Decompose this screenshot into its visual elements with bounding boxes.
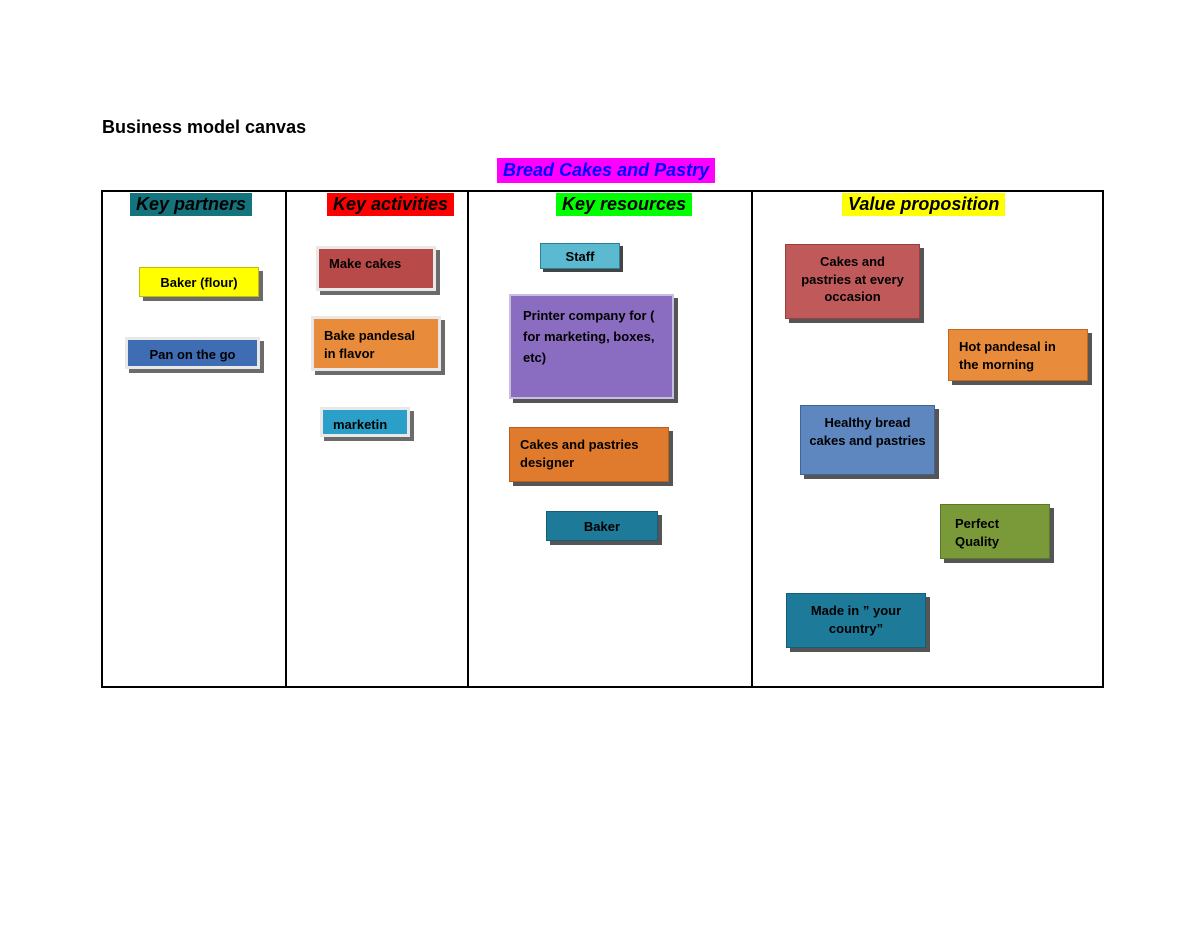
box-pan-on-the-go: Pan on the go [125, 337, 260, 369]
box-baker-flour: Baker (flour) [139, 267, 259, 297]
column-header-key-resources: Key resources [556, 193, 692, 216]
box-baker: Baker [546, 511, 658, 541]
box-made-in-country: Made in ” your country” [786, 593, 926, 648]
document-subtitle: Bread Cakes and Pastry [497, 158, 715, 183]
box-bake-pandesal: Bake pandesal in flavor [311, 316, 441, 371]
box-perfect-quality: Perfect Quality [940, 504, 1050, 559]
document-title: Business model canvas [102, 117, 306, 138]
box-staff: Staff [540, 243, 620, 269]
page: Business model canvas Bread Cakes and Pa… [0, 0, 1200, 927]
box-make-cakes: Make cakes [316, 246, 436, 291]
box-healthy-bread: Healthy bread cakes and pastries [800, 405, 935, 475]
box-marketin: marketin [320, 407, 410, 437]
column-header-key-activities: Key activities [327, 193, 454, 216]
box-cakes-designer: Cakes and pastries designer [509, 427, 669, 482]
box-printer-company: Printer company for ( for marketing, box… [509, 294, 674, 399]
box-cakes-every-occasion: Cakes and pastries at every occasion [785, 244, 920, 319]
column-separator [467, 192, 469, 686]
box-hot-pandesal: Hot pandesal in the morning [948, 329, 1088, 381]
column-separator [285, 192, 287, 686]
column-header-key-partners: Key partners [130, 193, 252, 216]
column-separator [751, 192, 753, 686]
column-header-value-proposition: Value proposition [842, 193, 1005, 216]
